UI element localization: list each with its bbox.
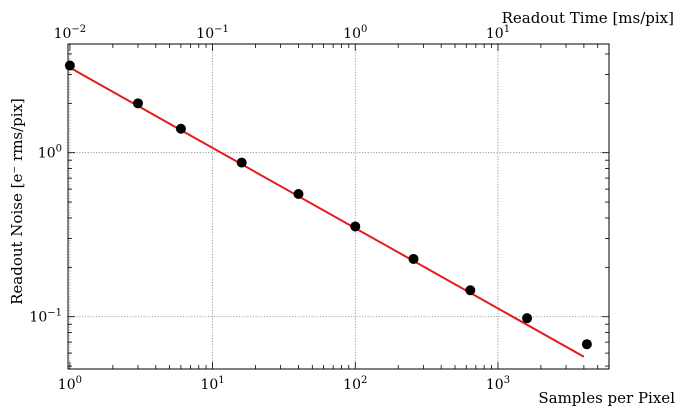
x2-tick-label-base: 10 — [486, 26, 504, 42]
y-axis-label: Readout Noise [e⁻ rms/pix] — [8, 98, 26, 305]
x-tick-label-exponent: 2 — [361, 375, 367, 386]
plot-marks — [64, 60, 592, 358]
x-tick-label-exponent: 3 — [504, 375, 510, 386]
x2-tick-label: 10−2 — [54, 24, 87, 42]
x-tick-label-base: 10 — [58, 377, 76, 393]
data-point — [293, 189, 304, 200]
data-point — [581, 339, 592, 350]
plot-frame — [67, 43, 610, 370]
x2-tick-label-exponent: 0 — [361, 24, 367, 35]
data-point — [465, 285, 476, 296]
data-point — [408, 253, 419, 264]
y-tick-label: 100 — [38, 144, 62, 162]
y-tick-label-base: 10 — [38, 146, 56, 162]
x-tick-label-base: 10 — [200, 377, 218, 393]
x2-tick-label-exponent: −1 — [214, 24, 229, 35]
data-point — [522, 313, 533, 324]
data-point — [132, 98, 143, 109]
axes — [67, 43, 610, 370]
x2-tick-label: 100 — [343, 24, 367, 42]
x2-tick-label-exponent: −2 — [71, 24, 86, 35]
data-point — [175, 123, 186, 134]
y-tick-label-exponent: −1 — [47, 308, 62, 319]
x-tick-label: 101 — [200, 375, 224, 393]
data-point — [350, 221, 361, 232]
x-tick-label-exponent: 0 — [76, 375, 82, 386]
x2-tick-label-exponent: 1 — [504, 24, 510, 35]
x2-tick-label: 10−1 — [196, 24, 229, 42]
fit-line — [69, 66, 585, 358]
y-tick-label-base: 10 — [29, 310, 47, 326]
x-tick-label: 103 — [486, 375, 510, 393]
x-tick-label-exponent: 1 — [218, 375, 224, 386]
x-tick-label-base: 10 — [343, 377, 361, 393]
x2-axis-label: Readout Time [ms/pix] — [502, 9, 674, 27]
y-tick-label: 10−1 — [29, 308, 62, 326]
x2-tick-label: 101 — [486, 24, 510, 42]
data-point — [236, 157, 247, 168]
y-tick-label-exponent: 0 — [56, 144, 62, 155]
x2-tick-label-base: 10 — [196, 26, 214, 42]
x-tick-label: 100 — [58, 375, 82, 393]
x-tick-label: 102 — [343, 375, 367, 393]
x-axis-label: Samples per Pixel — [538, 389, 675, 407]
grid-lines — [68, 44, 609, 369]
x2-tick-label-base: 10 — [343, 26, 361, 42]
data-point — [64, 60, 75, 71]
x-tick-label-base: 10 — [486, 377, 504, 393]
x2-tick-label-base: 10 — [54, 26, 72, 42]
